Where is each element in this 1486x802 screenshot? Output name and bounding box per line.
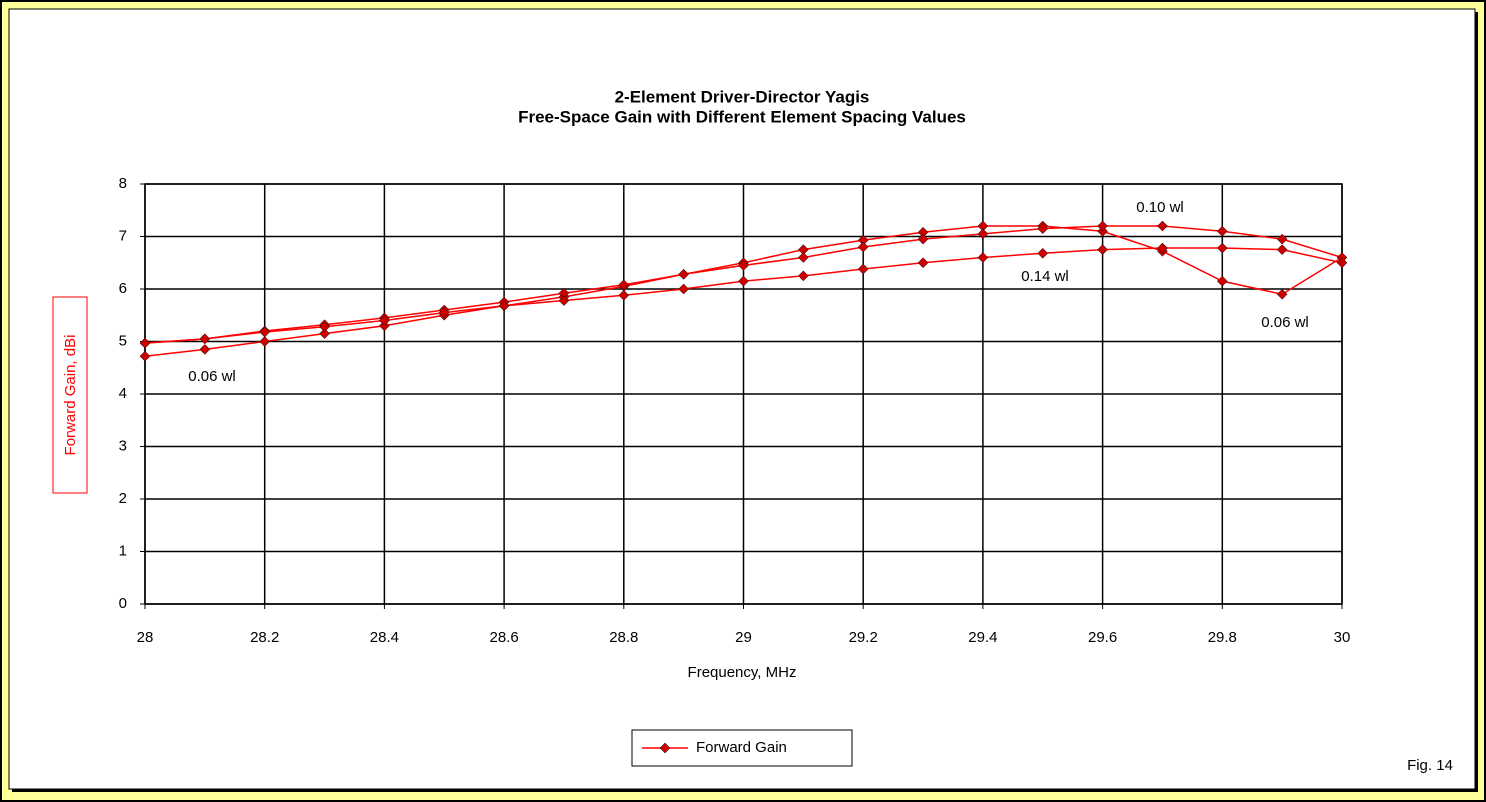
y-tick-label: 2	[119, 490, 127, 507]
annotation: 0.10 wl	[1136, 199, 1184, 216]
data-point	[1276, 244, 1288, 255]
data-point	[618, 289, 630, 301]
data-point	[259, 326, 271, 338]
data-point	[1157, 242, 1168, 254]
annotation: 0.14 wl	[1021, 268, 1069, 285]
data-point	[678, 268, 690, 280]
y-axis-label: Forward Gain, dBi	[62, 335, 79, 456]
x-tick-label: 28.8	[609, 629, 638, 646]
data-point	[1336, 257, 1348, 269]
y-tick-label: 6	[119, 280, 127, 297]
data-point	[618, 279, 630, 291]
data-point	[1276, 233, 1288, 245]
y-tick-label: 8	[119, 175, 127, 192]
x-tick-label: 29.4	[968, 629, 997, 646]
x-tick-label: 30	[1334, 629, 1351, 646]
footnote: Fig. 14	[1407, 757, 1453, 774]
data-point	[1216, 225, 1228, 237]
x-tick-label: 28	[137, 629, 154, 646]
data-point	[857, 241, 869, 253]
data-point	[1097, 244, 1108, 255]
data-point	[917, 257, 929, 269]
y-label-box	[52, 296, 88, 494]
data-point	[259, 336, 271, 347]
x-tick-label: 28.4	[370, 629, 399, 646]
data-point	[558, 295, 570, 306]
y-tick-label: 3	[119, 437, 127, 454]
data-point	[917, 233, 929, 245]
y-tick-label: 7	[119, 227, 127, 244]
x-tick-label: 28.2	[250, 629, 279, 646]
y-tick-label: 1	[119, 542, 127, 559]
data-point	[977, 252, 989, 263]
data-point	[797, 270, 809, 282]
data-point	[139, 337, 151, 349]
data-point	[199, 333, 211, 345]
x-tick-label: 29	[735, 629, 752, 646]
data-point	[1037, 247, 1049, 259]
data-point	[1276, 288, 1288, 300]
data-point	[1216, 275, 1228, 287]
annotation: 0.06 wl	[1261, 314, 1309, 331]
chart-title: 2-Element Driver-Director Yagis	[615, 87, 870, 106]
legend-marker	[659, 742, 671, 754]
data-point	[857, 263, 869, 275]
data-point	[1097, 220, 1108, 232]
annotation: 0.06 wl	[188, 368, 236, 385]
y-tick-label: 4	[119, 385, 127, 402]
data-point	[379, 315, 390, 326]
data-point	[498, 300, 510, 312]
data-point	[139, 350, 151, 362]
data-point	[1157, 220, 1168, 232]
x-axis-label: Frequency, MHz	[688, 664, 797, 681]
data-point	[438, 307, 450, 318]
data-point	[678, 283, 690, 295]
y-tick-label: 5	[119, 332, 127, 349]
y-tick-label: 0	[119, 595, 127, 612]
x-tick-label: 29.6	[1088, 629, 1117, 646]
data-point	[319, 328, 330, 339]
x-tick-label: 29.2	[849, 629, 878, 646]
x-tick-label: 28.6	[489, 629, 518, 646]
data-point	[738, 275, 749, 287]
x-tick-label: 29.8	[1208, 629, 1237, 646]
data-point	[1216, 242, 1228, 254]
data-point	[977, 228, 989, 240]
data-point	[738, 260, 749, 271]
data-point	[199, 344, 211, 355]
data-point	[1037, 223, 1049, 234]
data-point	[797, 252, 809, 263]
legend-label: Forward Gain	[696, 739, 787, 756]
chart-subtitle: Free-Space Gain with Different Element S…	[518, 107, 966, 126]
data-point	[319, 321, 330, 333]
